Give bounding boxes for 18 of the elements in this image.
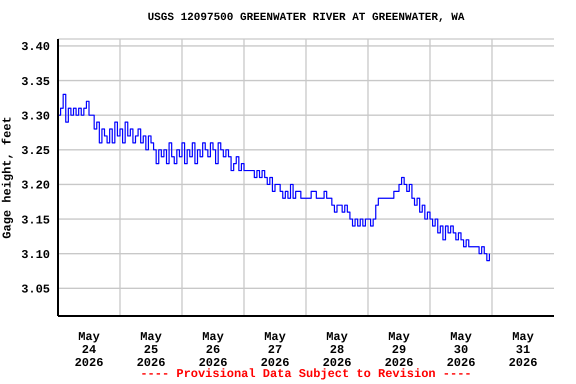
x-tick-label: May 31 2026: [508, 330, 538, 370]
x-tick-label: May 25 2026: [136, 330, 166, 370]
y-tick-label: 3.40: [21, 40, 50, 54]
x-tick-label: May 29 2026: [384, 330, 414, 370]
y-tick-label: 3.30: [21, 109, 50, 124]
text: ---- Provisional Data Subject to Revision ----: [140, 367, 472, 381]
y-tick-label: 3.15: [21, 213, 50, 228]
y-tick-label: 3.25: [21, 144, 50, 158]
x-tick-label: May 30 2026: [446, 330, 476, 370]
x-tick-label: May 26 2026: [198, 330, 228, 370]
y-tick-label: 3.10: [21, 248, 50, 262]
chart-title: USGS 12097500 GREENWATER RIVER AT GREENWATER, WA: [146, 12, 466, 24]
y-tick-label: 3.20: [21, 178, 50, 193]
y-tick-label: 3.05: [21, 282, 50, 297]
x-tick-label: May 24 2026: [74, 330, 104, 370]
y-axis-title: Gage height, feet: [0, 116, 14, 239]
y-tick-label: 3.35: [21, 74, 50, 89]
x-tick-label: May 27 2026: [260, 330, 290, 370]
